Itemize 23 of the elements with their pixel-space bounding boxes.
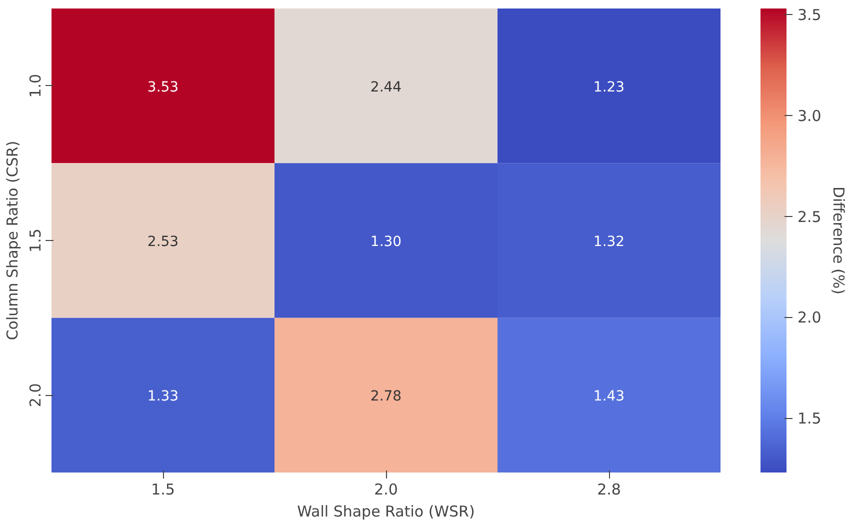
data-label: 2.78 [370,388,402,405]
data-label: 2.44 [370,79,402,96]
data-label: 1.33 [147,388,179,405]
data-label: 1.30 [370,234,402,250]
y-axis-title: Column Shape Ratio (CSR) [4,140,22,340]
x-tick-label: 2.0 [374,480,398,498]
color-bar-label: 1.5 [798,410,822,428]
color-bar-label: 3.5 [798,6,822,24]
color-bar-label: 2.0 [798,308,822,327]
y-tick-label: 1.0 [26,74,44,98]
x-axis-title: Wall Shape Ratio (WSR) [297,502,475,520]
x-tick-label: 2.8 [597,480,621,498]
y-tick-label: 2.0 [26,383,44,408]
data-label: 1.32 [593,234,625,250]
data-label: 3.53 [147,79,179,96]
data-label: 1.23 [593,79,625,96]
y-tick-label: 1.5 [26,228,44,252]
color-bar-label: 3.0 [798,106,822,125]
data-label: 1.43 [593,388,625,405]
color-bar-label: 2.5 [798,208,822,226]
x-tick-label: 1.5 [151,480,175,498]
data-label: 2.53 [147,234,179,250]
color-bar-title: Difference (%) [829,186,848,295]
